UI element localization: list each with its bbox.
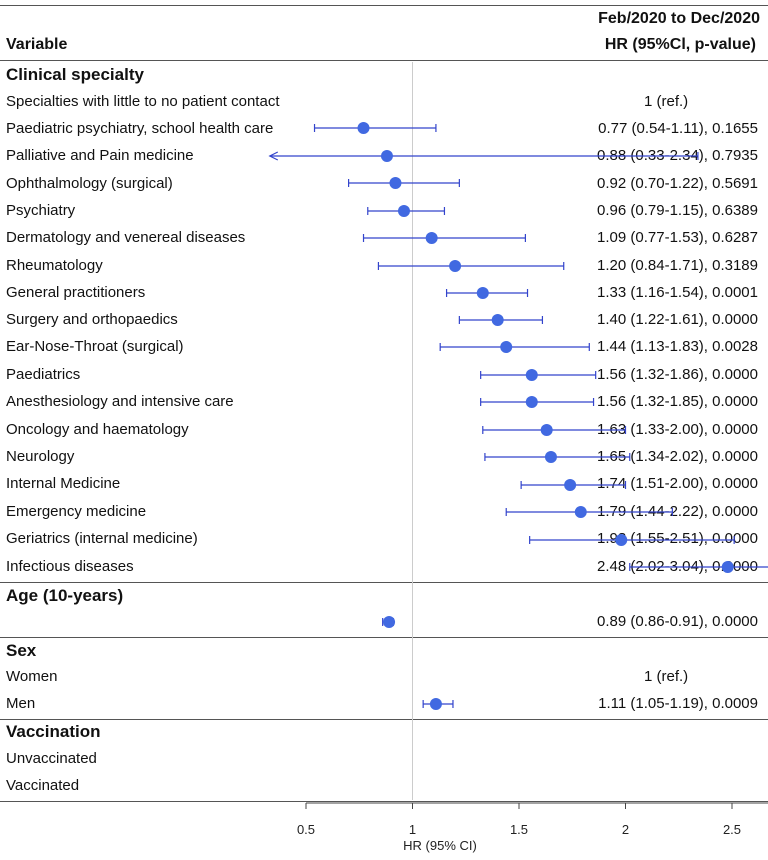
hr-value: 1.98 (1.55-2.51), 0.0000: [597, 530, 758, 547]
ci-arrow-left: [268, 151, 279, 161]
row-label: Ophthalmology (surgical): [6, 175, 173, 192]
header-rule: [0, 60, 768, 61]
x-tick-label: 0.5: [297, 822, 315, 837]
row-label: Emergency medicine: [6, 503, 147, 520]
hr-value: 1.56 (1.32-1.85), 0.0000: [597, 393, 758, 410]
row-label: Palliative and Pain medicine: [6, 147, 194, 164]
row-label: General practitioners: [6, 284, 146, 301]
hr-point: [500, 341, 513, 353]
hr-value: 1.65 (1.34-2.02), 0.0000: [597, 448, 758, 465]
row-label: Specialties with little to no patient co…: [6, 93, 280, 110]
hr-value: 1.74 (1.51-2.00), 0.0000: [597, 475, 758, 492]
hr-point: [389, 177, 402, 189]
hr-point: [544, 451, 557, 463]
hr-value: 1.79 (1.44-2.22), 0.0000: [597, 503, 758, 520]
row-label: Paediatric psychiatry, school health car…: [6, 120, 274, 137]
section-sex: Sex: [6, 641, 37, 660]
row-label: Women: [6, 668, 58, 685]
x-tick-label: 2.5: [723, 822, 741, 837]
hr-value: 1.63 (1.33-2.00), 0.0000: [597, 421, 758, 438]
section-rule-age: [0, 582, 768, 583]
x-tick-label: 2: [622, 822, 629, 837]
hr-value: 1 (ref.): [644, 668, 689, 685]
hr-value: 1.09 (0.77-1.53), 0.6287: [597, 229, 758, 246]
row-label: Ear-Nose-Throat (surgical): [6, 338, 184, 355]
hr-point: [540, 424, 553, 436]
section-rule-sex: [0, 637, 768, 638]
hr-value: 0.96 (0.79-1.15), 0.6389: [597, 202, 758, 219]
hr-value: 1 (ref.): [644, 93, 689, 110]
hr-value: 1.20 (0.84-1.71), 0.3189: [597, 257, 758, 274]
row-label: Neurology: [6, 448, 75, 465]
hr-point: [721, 561, 734, 573]
row-label: Dermatology and venereal diseases: [6, 229, 246, 246]
hr-value: 1.33 (1.16-1.54), 0.0001: [597, 284, 758, 301]
hr-point: [564, 479, 577, 491]
hr-value: 1.11 (1.05-1.19), 0.0009: [598, 695, 758, 712]
hr-point: [383, 616, 396, 628]
row-label: Oncology and haematology: [6, 421, 189, 438]
header-period: Feb/2020 to Dec/2020: [598, 10, 760, 27]
hr-point: [357, 122, 370, 134]
hr-value: 1.40 (1.22-1.61), 0.0000: [597, 311, 758, 328]
hr-point: [574, 506, 587, 518]
section-clinical-specialty: Clinical specialty: [6, 65, 144, 84]
hr-point: [397, 205, 410, 217]
hr-point: [449, 260, 462, 272]
row-label: Unvaccinated: [6, 750, 97, 767]
top-rule: [0, 5, 768, 6]
section-rule-vaccination: [0, 719, 768, 720]
x-tick-label: 1.5: [510, 822, 528, 837]
hr-value: 1.44 (1.13-1.83), 0.0028: [597, 338, 758, 355]
hr-point: [476, 287, 489, 299]
x-tick-label: 1: [409, 822, 416, 837]
hr-point: [491, 314, 504, 326]
row-label: Geriatrics (internal medicine): [6, 530, 198, 547]
hr-point: [525, 396, 538, 408]
header-variable: Variable: [6, 36, 68, 53]
section-vaccination: Vaccination: [6, 722, 101, 741]
row-label: Anesthesiology and intensive care: [6, 393, 234, 410]
hr-value: 1.56 (1.32-1.86), 0.0000: [597, 366, 758, 383]
hr-value: 0.92 (0.70-1.22), 0.5691: [597, 175, 758, 192]
hr-value: 0.89 (0.86-0.91), 0.0000: [597, 613, 758, 630]
section-age: Age (10-years): [6, 586, 124, 605]
row-label: Psychiatry: [6, 202, 76, 219]
hr-point: [525, 369, 538, 381]
hr-point: [425, 232, 438, 244]
hr-point: [429, 698, 442, 710]
row-label: Vaccinated: [6, 777, 80, 794]
row-label: Paediatrics: [6, 366, 81, 383]
row-label: Infectious diseases: [6, 558, 134, 575]
hr-point: [615, 534, 628, 546]
row-label: Internal Medicine: [6, 475, 121, 492]
hr-point: [380, 150, 393, 162]
row-label: Men: [6, 695, 36, 712]
header-hr: HR (95%Cl, p-value): [604, 36, 756, 53]
x-axis-label: HR (95% CI): [403, 838, 477, 853]
hr-value: 0.77 (0.54-1.11), 0.1655: [598, 120, 758, 137]
row-label: Rheumatology: [6, 257, 103, 274]
row-label: Surgery and orthopaedics: [6, 311, 178, 328]
bottom-rule: [0, 801, 768, 802]
